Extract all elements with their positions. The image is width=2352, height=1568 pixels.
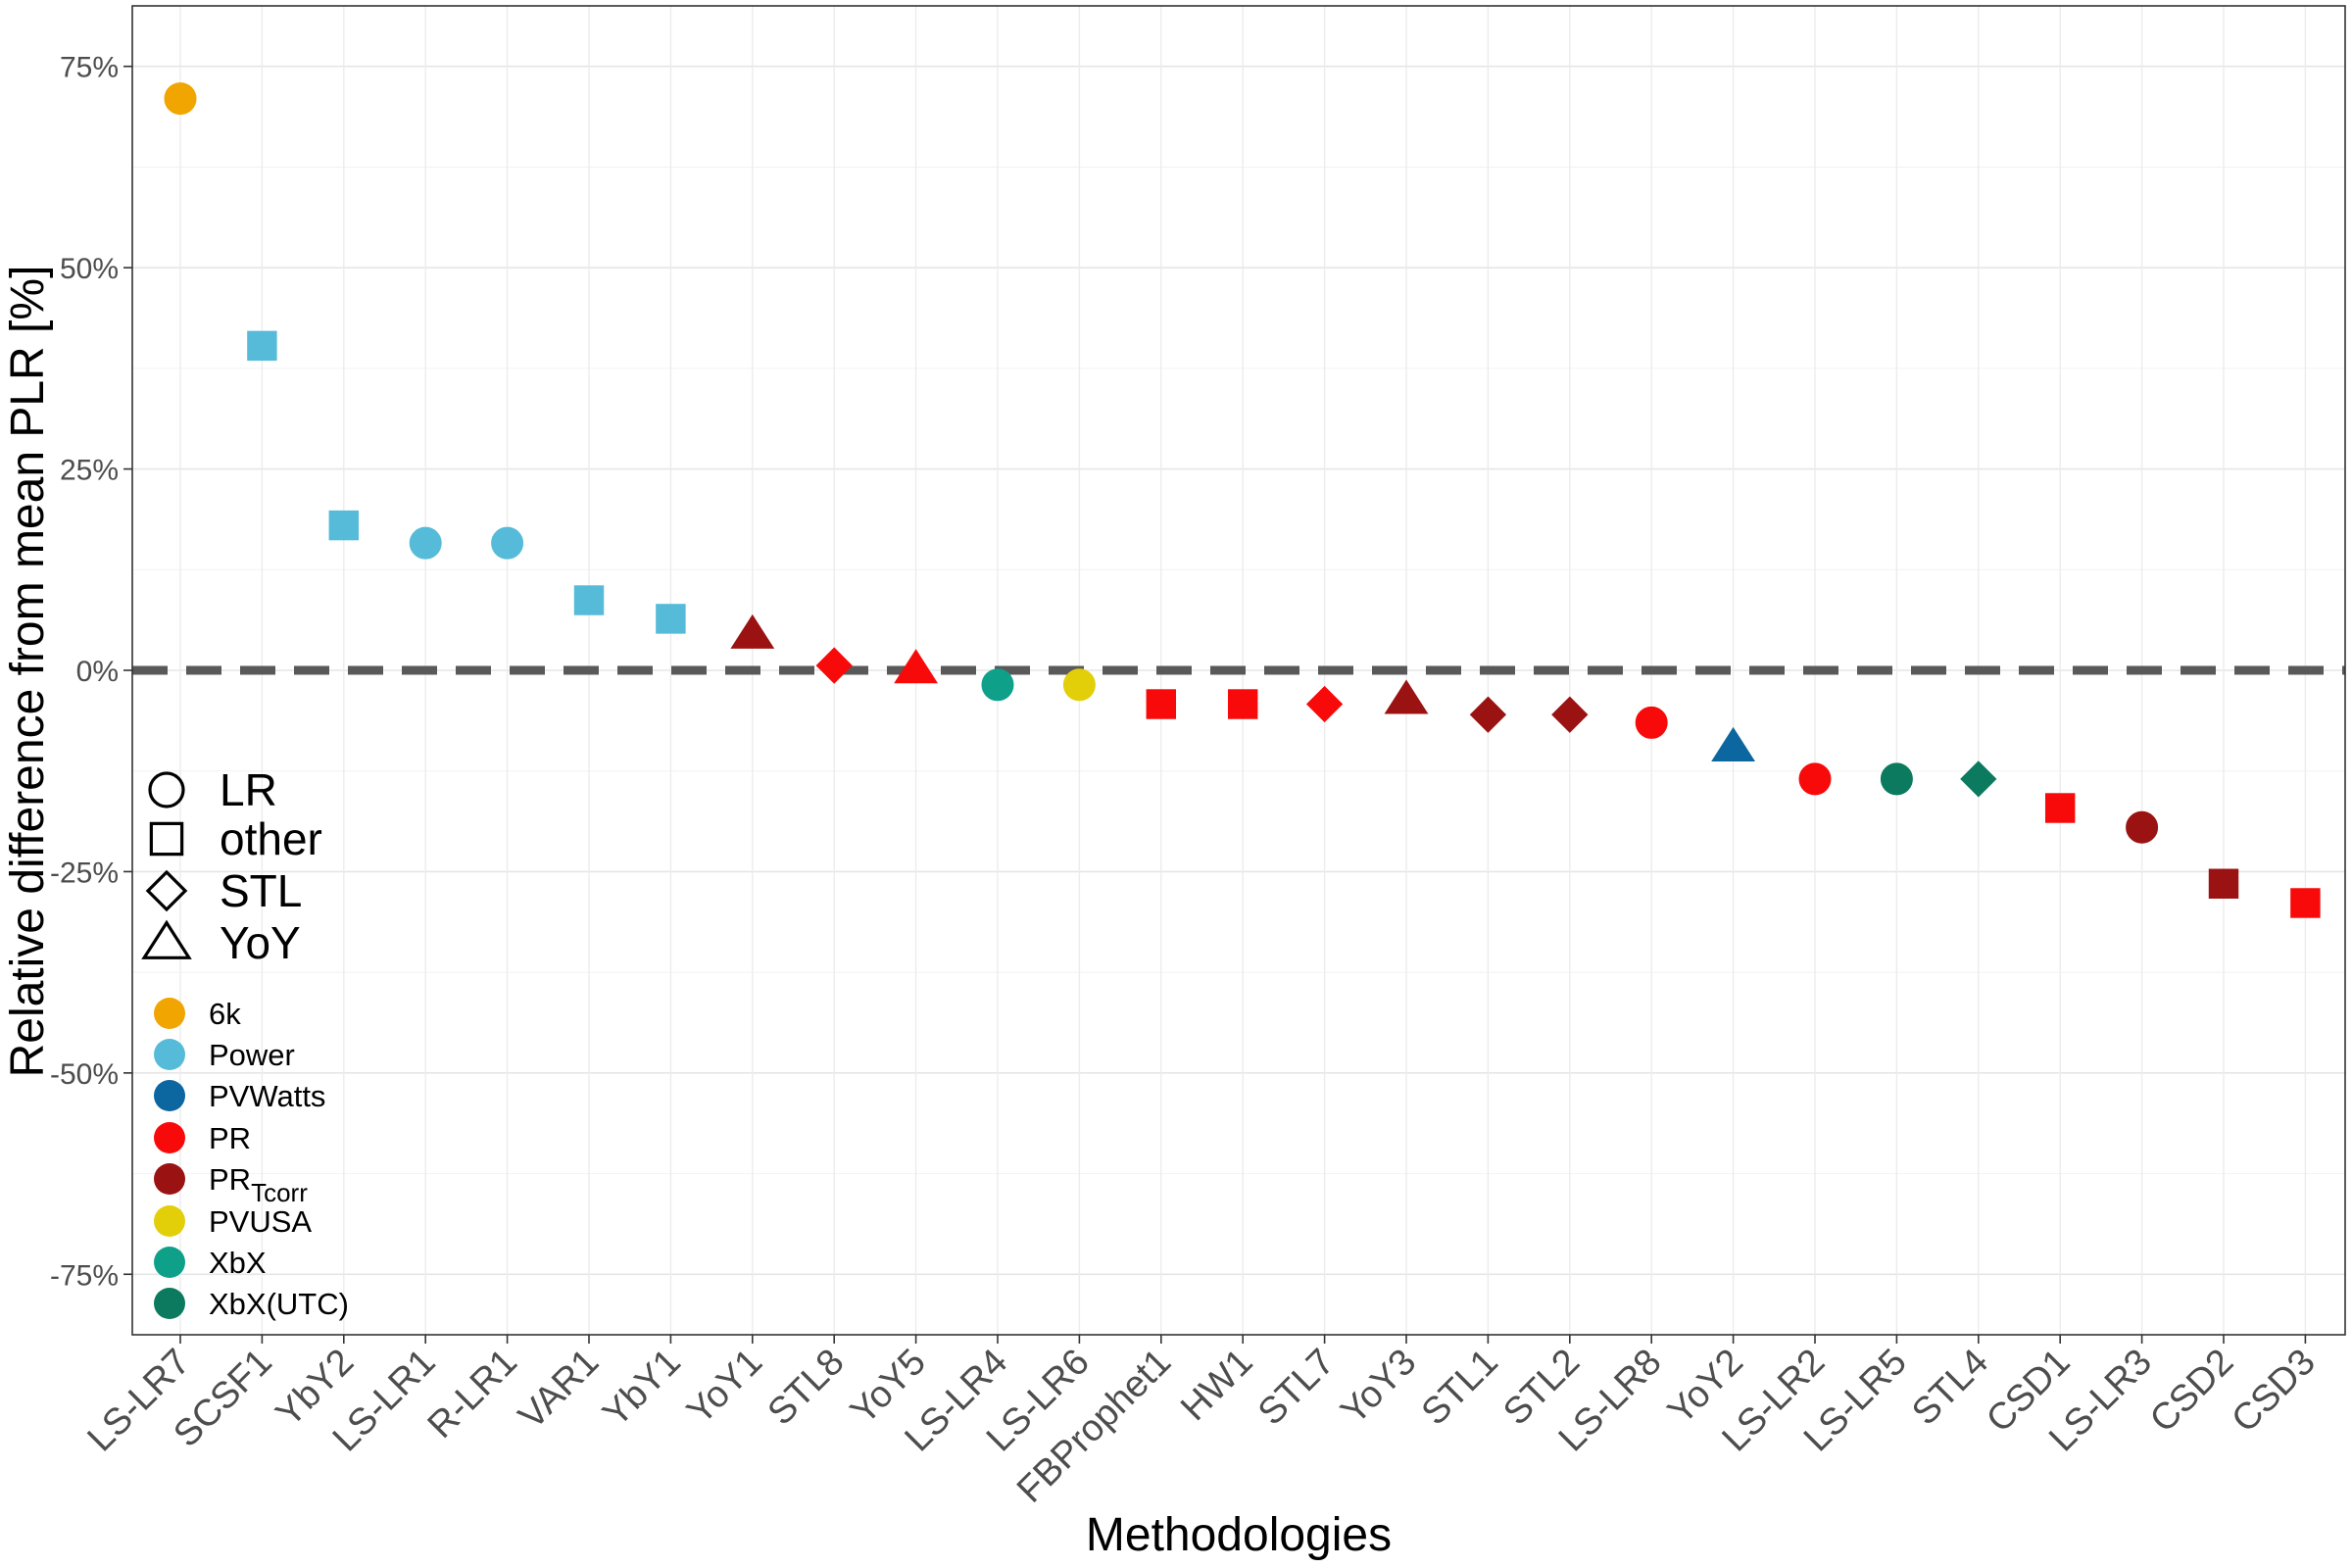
x-axis: LS-LR7SCSF1YbY2LS-LR1R-LR1VAR1YbY1YoY1ST…: [80, 1335, 2324, 1511]
legend-label-yoy: YoY: [220, 917, 301, 968]
data-point-ls-lr5: [1880, 762, 1913, 796]
legend-label-pvusa: PVUSA: [209, 1204, 312, 1239]
legend-label-other: other: [220, 813, 322, 864]
data-points: [164, 82, 2321, 918]
data-point-yoy3: [1384, 679, 1429, 714]
legend-label-prtcorr: PRTcorr: [209, 1162, 308, 1207]
x-tick-label: YbY1: [595, 1342, 688, 1435]
data-point-ls-lr1: [409, 526, 442, 560]
legend-swatch-6k: [154, 998, 185, 1029]
legend-label-lr: LR: [220, 764, 277, 815]
x-tick-label: CSD2: [2142, 1342, 2241, 1441]
data-point-stl7: [1305, 685, 1344, 723]
data-point-stl8: [815, 647, 853, 684]
data-point-csd1: [2044, 793, 2076, 823]
y-tick-label: 0%: [76, 656, 119, 688]
legend-swatch-power: [154, 1039, 185, 1070]
y-tick-label: 75%: [60, 52, 119, 84]
data-point-ls-lr6: [1062, 668, 1096, 702]
legend-label-xbxutc: XbX(UTC): [209, 1287, 349, 1321]
data-point-stl1: [1469, 696, 1507, 733]
y-axis-title: Relative difference from mean PLR [%]: [2, 266, 54, 1078]
legend-label-xbx: XbX: [209, 1246, 267, 1280]
data-point-fbprophet1: [1146, 689, 1177, 719]
legend-swatch-pr: [154, 1122, 185, 1153]
legend-swatch-xbx: [154, 1247, 185, 1278]
legend-subscript: Tcorr: [251, 1178, 308, 1207]
data-point-ls-lr2: [1798, 762, 1832, 796]
y-tick-label: -25%: [50, 857, 119, 889]
data-point-var1: [573, 585, 605, 615]
data-point-ls-lr7: [164, 82, 197, 116]
legend-swatch-pvwatts: [154, 1080, 185, 1111]
legend-key-circle: [148, 771, 185, 808]
legend-key-triangle: [141, 919, 192, 959]
data-point-stl4: [1960, 760, 1997, 798]
legend-label-power: Power: [209, 1038, 295, 1072]
data-point-scsf1: [247, 330, 277, 362]
y-tick-label: -75%: [50, 1259, 119, 1292]
x-tick-label: CSD3: [2224, 1342, 2323, 1441]
data-point-ls-lr4: [981, 668, 1014, 702]
data-point-yoy2: [1711, 726, 1756, 761]
legend-swatch-pvusa: [154, 1205, 185, 1237]
data-point-hw1: [1227, 689, 1258, 719]
x-tick-label: YoY3: [1333, 1342, 1424, 1433]
data-point-ls-lr3: [2126, 810, 2159, 844]
y-tick-label: 25%: [60, 455, 119, 487]
data-point-stl2: [1551, 696, 1589, 733]
legend-label-pvwatts: PVWatts: [209, 1079, 325, 1113]
legend-label-pr: PR: [209, 1121, 251, 1155]
x-tick-label: STL1: [1414, 1342, 1506, 1434]
legend-label-stl: STL: [220, 865, 302, 916]
x-tick-label: STL4: [1904, 1342, 1996, 1434]
data-point-r-lr1: [491, 526, 524, 560]
x-axis-title: Methodologies: [1086, 1509, 1392, 1561]
legend-swatch-prtcorr: [154, 1163, 185, 1195]
legend-key-diamond: [145, 869, 188, 912]
y-tick-label: -50%: [50, 1058, 119, 1091]
data-point-yby2: [328, 510, 360, 541]
data-point-csd2: [2208, 868, 2239, 899]
x-tick-label: R-LR1: [420, 1342, 525, 1446]
data-point-yby1: [656, 604, 686, 634]
x-tick-label: YoY1: [679, 1342, 770, 1433]
x-tick-label: STL8: [760, 1342, 853, 1434]
data-point-yoy5: [894, 649, 939, 684]
legend-label-6k: 6k: [209, 997, 241, 1031]
x-tick-label: STL7: [1250, 1342, 1343, 1434]
data-point-yoy1: [730, 613, 775, 649]
legend-key-square: [149, 821, 184, 857]
legend-swatch-xbxutc: [154, 1288, 185, 1319]
y-tick-label: 50%: [60, 253, 119, 285]
x-tick-label: HW1: [1173, 1342, 1260, 1429]
data-point-csd3: [2290, 888, 2321, 918]
y-axis: 75% 50% 25% 0% -25% -50% -75%: [50, 52, 132, 1292]
data-point-ls-lr8: [1635, 706, 1668, 739]
x-tick-label: VAR1: [511, 1342, 607, 1438]
